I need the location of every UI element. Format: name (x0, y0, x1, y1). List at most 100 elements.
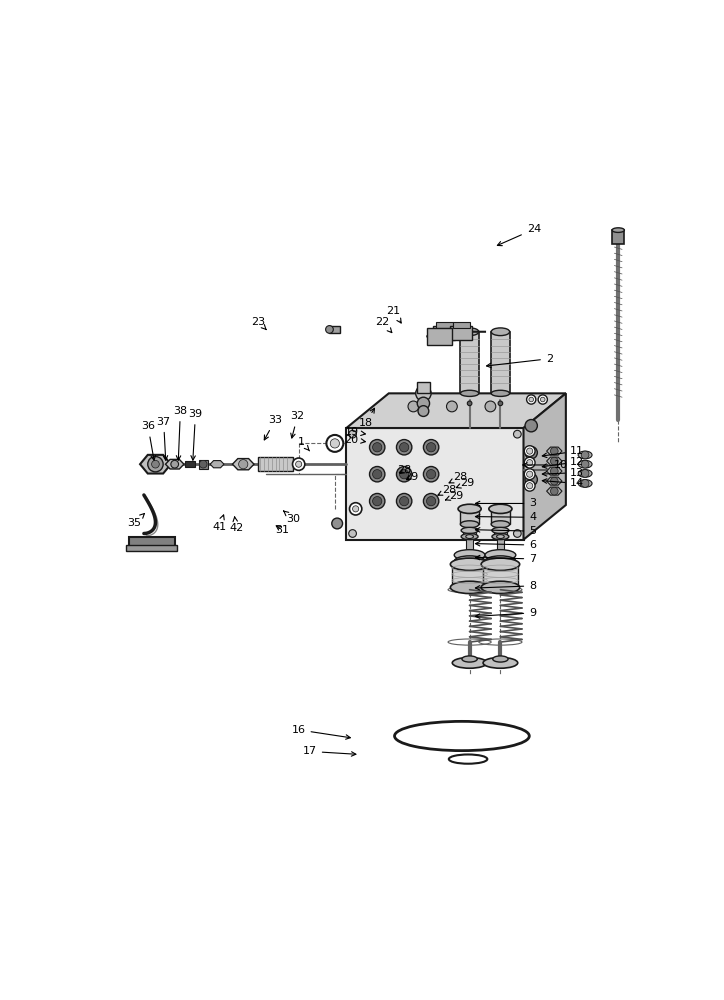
Circle shape (525, 473, 537, 486)
Circle shape (400, 443, 409, 452)
Bar (487, 555, 514, 561)
Circle shape (350, 503, 362, 515)
Text: 2: 2 (487, 354, 553, 368)
Bar (463, 530, 476, 537)
Ellipse shape (466, 535, 473, 538)
Circle shape (540, 397, 545, 402)
Text: 6: 6 (476, 540, 536, 550)
Text: 28: 28 (397, 465, 412, 475)
Circle shape (581, 451, 589, 459)
Bar (483, 564, 518, 587)
Text: 18: 18 (358, 408, 374, 428)
Text: 14: 14 (542, 478, 584, 488)
Text: 24: 24 (497, 224, 541, 246)
Circle shape (369, 440, 385, 455)
Circle shape (447, 401, 458, 412)
Circle shape (369, 466, 385, 482)
Text: 16: 16 (292, 725, 350, 739)
Circle shape (330, 439, 340, 448)
Text: 4: 4 (476, 512, 536, 522)
Text: 33: 33 (264, 415, 282, 440)
Circle shape (397, 466, 412, 482)
Circle shape (498, 401, 502, 406)
Bar (126, 545, 177, 551)
Ellipse shape (489, 504, 512, 513)
Bar (434, 326, 455, 340)
Ellipse shape (578, 470, 592, 477)
Circle shape (550, 447, 558, 455)
Polygon shape (140, 455, 171, 474)
Bar (450, 326, 472, 340)
Circle shape (550, 457, 558, 465)
Text: 29: 29 (456, 478, 474, 488)
Bar (258, 457, 292, 471)
Circle shape (327, 435, 343, 452)
Circle shape (550, 477, 558, 485)
Bar (436, 322, 452, 328)
Text: 8: 8 (476, 581, 536, 591)
Circle shape (199, 460, 207, 468)
Text: 29: 29 (404, 472, 418, 482)
Bar (491, 509, 510, 524)
Ellipse shape (460, 390, 479, 396)
Circle shape (525, 446, 537, 459)
Circle shape (526, 448, 533, 454)
Text: 10: 10 (523, 460, 568, 470)
Circle shape (424, 466, 439, 482)
Text: 38: 38 (173, 406, 188, 460)
Ellipse shape (485, 556, 515, 567)
Bar (491, 332, 510, 393)
Ellipse shape (491, 328, 510, 336)
Polygon shape (232, 459, 254, 470)
Circle shape (369, 493, 385, 509)
Ellipse shape (491, 521, 510, 528)
Text: 3: 3 (476, 498, 536, 508)
Text: 9: 9 (476, 608, 536, 618)
Circle shape (524, 446, 535, 456)
Bar (198, 460, 208, 469)
Bar (128, 537, 174, 549)
Circle shape (550, 467, 558, 475)
Ellipse shape (612, 228, 624, 232)
Ellipse shape (450, 558, 489, 570)
Text: 28: 28 (449, 472, 468, 483)
Bar (417, 382, 429, 393)
Bar (612, 230, 624, 244)
Ellipse shape (454, 550, 485, 560)
Bar (455, 555, 484, 561)
Circle shape (426, 443, 436, 452)
Text: 7: 7 (476, 554, 536, 564)
Ellipse shape (450, 581, 489, 594)
Circle shape (581, 470, 589, 477)
Ellipse shape (491, 390, 510, 396)
Ellipse shape (452, 657, 487, 668)
Text: 37: 37 (156, 417, 171, 460)
Ellipse shape (461, 527, 478, 533)
Polygon shape (166, 459, 184, 469)
Ellipse shape (497, 552, 504, 555)
Ellipse shape (492, 527, 509, 533)
Text: 21: 21 (387, 306, 401, 323)
Ellipse shape (483, 657, 518, 668)
Text: 1: 1 (298, 437, 310, 451)
Circle shape (524, 457, 535, 468)
Ellipse shape (497, 535, 504, 538)
Text: 29: 29 (445, 491, 463, 501)
Bar (452, 564, 487, 587)
Circle shape (171, 460, 179, 468)
Ellipse shape (460, 328, 479, 336)
Ellipse shape (578, 480, 592, 487)
Polygon shape (346, 393, 566, 428)
Ellipse shape (493, 656, 508, 662)
Circle shape (526, 460, 533, 466)
Text: 39: 39 (188, 409, 203, 460)
Circle shape (400, 470, 409, 479)
Polygon shape (547, 487, 562, 495)
Bar (497, 537, 504, 554)
Text: 28: 28 (438, 485, 456, 495)
Circle shape (526, 395, 536, 404)
Circle shape (426, 470, 436, 479)
Ellipse shape (481, 581, 520, 594)
Circle shape (550, 487, 558, 495)
Circle shape (513, 430, 521, 438)
